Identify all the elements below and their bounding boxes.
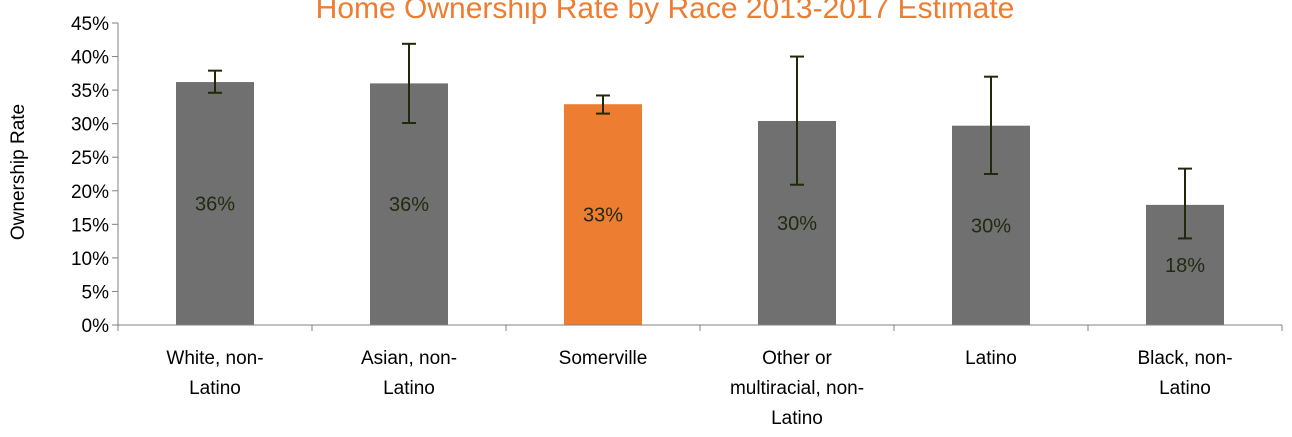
y-tick-label: 0%	[82, 316, 110, 337]
y-axis-label: Ownership Rate	[8, 104, 29, 240]
y-tick-label: 25%	[71, 148, 109, 169]
category-label: Somerville	[559, 348, 648, 369]
category-label: Asian, non-Latino	[361, 348, 457, 399]
data-label: 30%	[777, 213, 817, 235]
bar	[564, 104, 642, 326]
chart-title: Home Ownership Rate by Race 2013-2017 Es…	[316, 0, 1015, 25]
y-tick-label: 40%	[71, 48, 109, 69]
data-label: 36%	[195, 194, 235, 216]
category-labels: White, non-Latino Asian, non-Latino Somerv…	[166, 348, 1232, 429]
y-tick-label: 45%	[71, 14, 109, 35]
category-label: White, non-Latino	[166, 348, 263, 399]
y-axis: 0% 5% 10% 15% 20% 25% 30% 35% 40% 45%	[71, 14, 118, 337]
bars	[176, 82, 1224, 326]
data-label: 18%	[1165, 255, 1205, 277]
error-bars	[208, 42, 1192, 240]
y-tick-label: 15%	[71, 215, 109, 236]
y-tick-label: 20%	[71, 182, 109, 203]
category-label: Other or multiracial, non-Latino	[730, 348, 864, 429]
data-labels: 36% 36% 33% 30% 30% 18%	[195, 194, 1205, 277]
data-label: 36%	[389, 194, 429, 216]
category-label: Black, non-Latino	[1137, 348, 1232, 399]
y-tick-label: 30%	[71, 115, 109, 136]
y-tick-label: 35%	[71, 81, 109, 102]
data-label: 30%	[971, 215, 1011, 237]
x-axis	[117, 23, 1283, 331]
data-label: 33%	[583, 205, 623, 227]
category-label: Latino	[965, 348, 1017, 369]
y-tick-label: 5%	[82, 282, 110, 303]
y-tick-label: 10%	[71, 249, 109, 270]
bar	[176, 82, 254, 326]
